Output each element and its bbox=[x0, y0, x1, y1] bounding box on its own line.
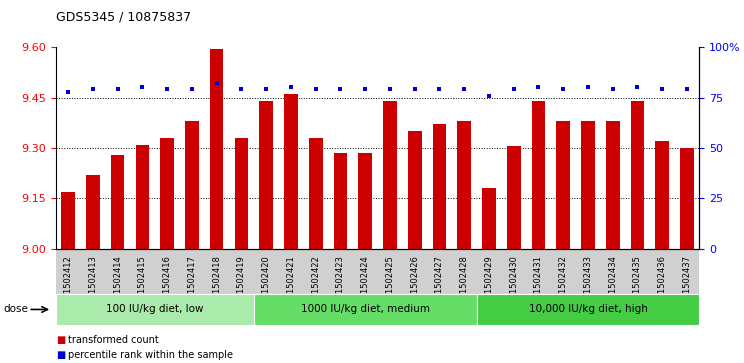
Bar bbox=[161, 138, 174, 249]
Point bbox=[557, 87, 569, 93]
Point bbox=[483, 93, 495, 98]
Point bbox=[136, 85, 148, 90]
Bar bbox=[458, 121, 471, 249]
Point bbox=[507, 87, 519, 93]
Bar bbox=[260, 101, 273, 249]
Bar bbox=[507, 146, 521, 249]
Text: percentile rank within the sample: percentile rank within the sample bbox=[68, 350, 233, 360]
Point bbox=[112, 87, 124, 93]
Point bbox=[161, 87, 173, 93]
Bar bbox=[581, 121, 594, 249]
Bar bbox=[408, 131, 422, 249]
Text: transformed count: transformed count bbox=[68, 335, 158, 346]
Bar bbox=[631, 101, 644, 249]
Text: 1000 IU/kg diet, medium: 1000 IU/kg diet, medium bbox=[301, 305, 430, 314]
Bar bbox=[185, 121, 199, 249]
Text: ■: ■ bbox=[56, 335, 65, 346]
Point bbox=[260, 87, 272, 93]
Point bbox=[434, 87, 446, 93]
Bar bbox=[135, 144, 150, 249]
Point bbox=[582, 85, 594, 90]
Bar bbox=[655, 141, 669, 249]
Point bbox=[607, 87, 619, 93]
Text: ■: ■ bbox=[56, 350, 65, 360]
Bar bbox=[606, 121, 620, 249]
Bar bbox=[111, 155, 124, 249]
Text: 10,000 IU/kg diet, high: 10,000 IU/kg diet, high bbox=[528, 305, 647, 314]
Point bbox=[408, 87, 420, 93]
Bar bbox=[433, 125, 446, 249]
Point bbox=[656, 87, 668, 93]
Bar bbox=[234, 138, 248, 249]
Bar bbox=[383, 101, 397, 249]
Point bbox=[186, 87, 198, 93]
Bar bbox=[680, 148, 694, 249]
Point bbox=[681, 87, 693, 93]
Bar bbox=[532, 101, 545, 249]
Bar bbox=[333, 153, 347, 249]
Point bbox=[335, 87, 347, 93]
Point bbox=[310, 87, 321, 93]
Point bbox=[211, 81, 222, 86]
Bar bbox=[86, 175, 100, 249]
Text: GDS5345 / 10875837: GDS5345 / 10875837 bbox=[56, 11, 191, 24]
Point bbox=[87, 87, 99, 93]
Text: 100 IU/kg diet, low: 100 IU/kg diet, low bbox=[106, 305, 204, 314]
Bar bbox=[482, 188, 496, 249]
Bar bbox=[61, 192, 75, 249]
Point bbox=[533, 85, 545, 90]
Point bbox=[632, 85, 644, 90]
Point bbox=[285, 85, 297, 90]
Point bbox=[62, 89, 74, 94]
Point bbox=[359, 87, 371, 93]
Point bbox=[458, 87, 470, 93]
Point bbox=[236, 87, 248, 93]
Bar bbox=[359, 153, 372, 249]
Bar bbox=[210, 49, 223, 249]
Point bbox=[384, 87, 396, 93]
Text: dose: dose bbox=[4, 305, 28, 314]
Bar bbox=[557, 121, 570, 249]
Bar bbox=[309, 138, 322, 249]
Bar bbox=[284, 94, 298, 249]
